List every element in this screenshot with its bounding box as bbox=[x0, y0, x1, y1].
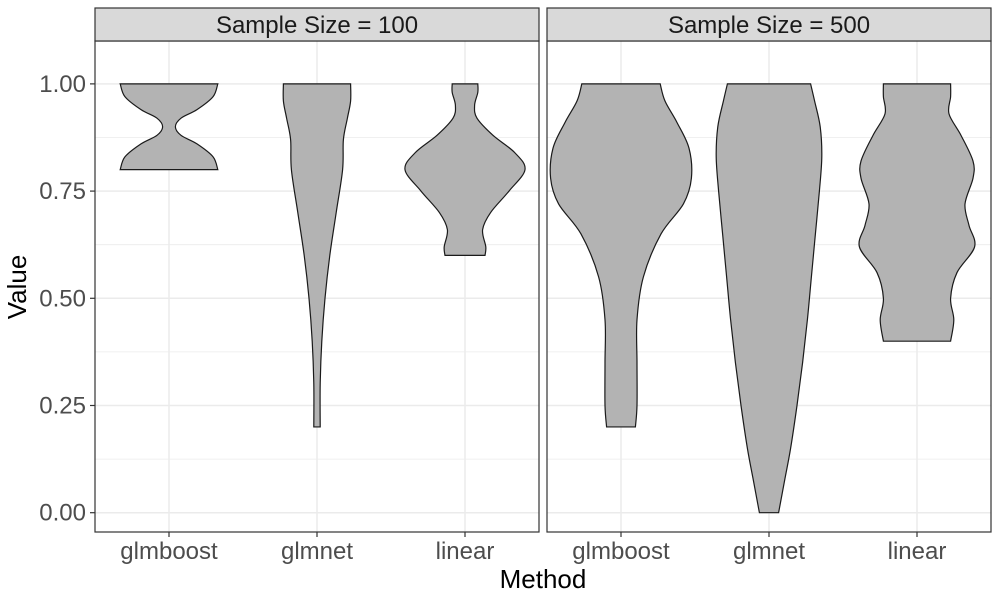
violin-glmboost bbox=[549, 83, 693, 428]
facet-strip bbox=[546, 7, 992, 42]
facet-strip-label: Sample Size = 500 bbox=[668, 12, 870, 39]
y-axis-title: Value bbox=[2, 255, 32, 320]
facet-strip bbox=[94, 7, 540, 42]
facet-strip-label: Sample Size = 100 bbox=[216, 12, 418, 39]
violin-glmboost bbox=[119, 83, 219, 171]
y-tick-label: 0.25 bbox=[39, 392, 86, 419]
y-tick-label: 0.00 bbox=[39, 500, 86, 527]
violin-linear bbox=[858, 83, 976, 342]
violin-glmnet bbox=[282, 83, 352, 428]
x-tick-label: glmboost bbox=[572, 538, 670, 565]
x-tick-label: glmnet bbox=[733, 538, 805, 565]
x-tick-label: linear bbox=[436, 538, 495, 565]
x-axis-title: Method bbox=[500, 564, 587, 594]
y-tick-label: 0.75 bbox=[39, 178, 86, 205]
x-tick-label: glmboost bbox=[120, 538, 218, 565]
x-tick-label: linear bbox=[888, 538, 947, 565]
x-tick-label: glmnet bbox=[281, 538, 353, 565]
y-tick-label: 0.50 bbox=[39, 285, 86, 312]
y-tick-label: 1.00 bbox=[39, 71, 86, 98]
violin-glmnet bbox=[715, 83, 823, 514]
violin-linear bbox=[404, 83, 526, 257]
